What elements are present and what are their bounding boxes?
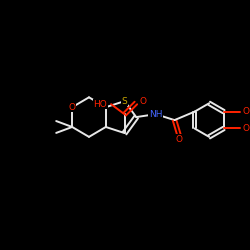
- Text: O: O: [140, 96, 147, 106]
- Text: NH: NH: [149, 110, 162, 119]
- Text: S: S: [122, 96, 128, 106]
- Text: O: O: [242, 124, 250, 133]
- Text: O: O: [242, 107, 250, 116]
- Text: HO: HO: [93, 100, 107, 109]
- Text: O: O: [69, 103, 76, 112]
- Text: O: O: [176, 135, 183, 144]
